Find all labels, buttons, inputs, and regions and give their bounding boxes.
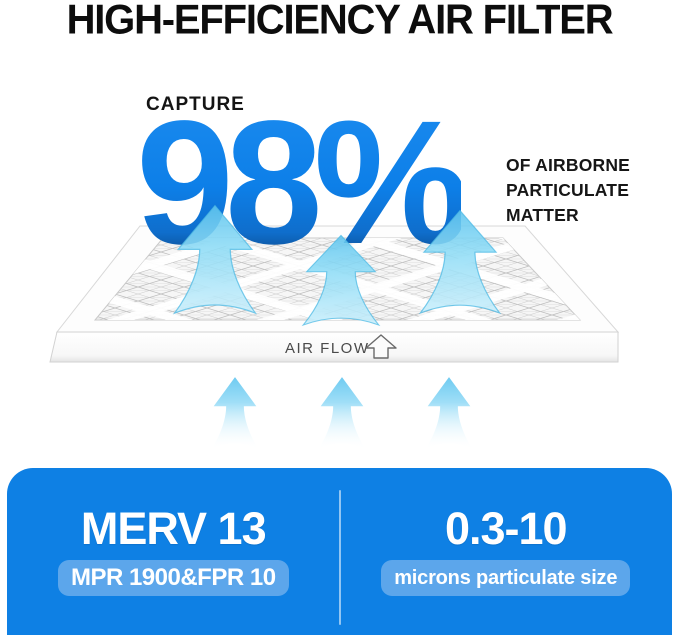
capture-description-line: PARTICULATE <box>506 180 630 200</box>
merv-rating-value: MERV 13 <box>80 503 267 554</box>
page-title: HIGH-EFFICIENCY AIR FILTER <box>66 0 614 43</box>
spec-panel-divider <box>338 490 341 625</box>
airflow-arrow-icon <box>425 377 473 449</box>
capture-label: CAPTURE <box>146 94 245 116</box>
capture-description-line: MATTER <box>506 205 579 225</box>
filter-frame-front <box>49 331 619 363</box>
spec-rating-column: MERV 13 MPR 1900&FPR 10 <box>7 468 340 635</box>
airflow-arrow-icon <box>318 377 366 449</box>
particle-size-badge: microns particulate size <box>381 560 631 596</box>
particle-size-value: 0.3-10 <box>444 503 568 554</box>
capture-description: OF AIRBORNE PARTICULATE MATTER <box>506 153 630 228</box>
airflow-arrow-icon <box>173 205 257 314</box>
air-flow-label: AIR FLOW <box>285 340 370 357</box>
spec-particle-column: 0.3-10 microns particulate size <box>340 468 673 635</box>
airflow-arrows-through-filter <box>173 205 501 326</box>
mpr-fpr-badge: MPR 1900&FPR 10 <box>57 560 289 596</box>
airflow-arrow-icon <box>211 377 259 449</box>
airflow-arrows-below-filter <box>211 377 473 449</box>
spec-panel: MERV 13 MPR 1900&FPR 10 0.3-10 microns p… <box>7 468 672 635</box>
airflow-arrow-icon <box>302 234 380 326</box>
airflow-outline-arrow-icon <box>365 334 397 359</box>
capture-description-line: OF AIRBORNE <box>506 155 631 175</box>
airflow-arrow-icon <box>419 209 501 314</box>
